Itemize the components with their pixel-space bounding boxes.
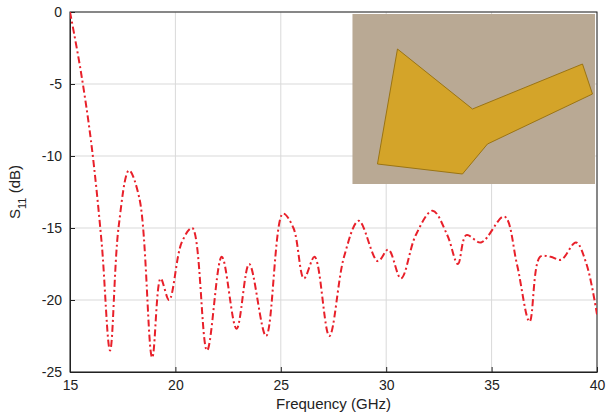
tick: 40 <box>590 367 606 393</box>
tick-mark <box>70 156 75 157</box>
plot-background <box>70 12 597 372</box>
data-line <box>70 12 597 358</box>
tick-mark <box>70 300 75 301</box>
tick: 35 <box>484 367 500 393</box>
tick-mark <box>386 367 387 372</box>
data-layer <box>70 12 597 358</box>
tick-label: 35 <box>484 377 500 393</box>
tick-label: 30 <box>379 377 395 393</box>
tick-mark <box>175 367 176 372</box>
tick-label: 25 <box>274 377 290 393</box>
chart: 15 20 25 30 35 40 -25 -20 -15 -10 -5 0 Frequency (GH… <box>0 0 608 417</box>
tick-label: -20 <box>42 292 62 308</box>
y-axis-title: S11 (dB) <box>6 165 28 219</box>
grid-line-x <box>280 12 281 372</box>
tick-mark <box>70 228 75 229</box>
tick-label: -25 <box>42 364 62 380</box>
photo-ground <box>352 14 595 184</box>
tick: 20 <box>168 367 184 393</box>
tick-label: -10 <box>42 148 62 164</box>
tick-mark <box>492 367 493 372</box>
grid-line-x <box>175 12 176 372</box>
grid-line-y <box>70 300 597 301</box>
tick-mark <box>70 84 75 85</box>
tick-label: -15 <box>42 220 62 236</box>
photo-horn <box>377 49 592 174</box>
tick: 30 <box>379 367 395 393</box>
inset-photo <box>352 14 595 184</box>
tick: -5 <box>50 76 75 92</box>
tick-label: 40 <box>590 377 606 393</box>
plot-frame <box>70 12 597 372</box>
x-axis: 15 20 25 30 35 40 <box>63 367 606 393</box>
tick-label: 15 <box>63 377 79 393</box>
tick-label: 0 <box>54 4 62 20</box>
tick: 25 <box>274 367 290 393</box>
plot-area: 15 20 25 30 35 40 -25 -20 -15 -10 -5 0 <box>42 4 606 393</box>
tick-label: 20 <box>168 377 184 393</box>
grid-line-y <box>70 228 597 229</box>
grid <box>70 12 597 372</box>
x-axis-title: Frequency (GHz) <box>276 395 391 412</box>
tick-label: -5 <box>50 76 63 92</box>
tick-mark <box>281 367 282 372</box>
